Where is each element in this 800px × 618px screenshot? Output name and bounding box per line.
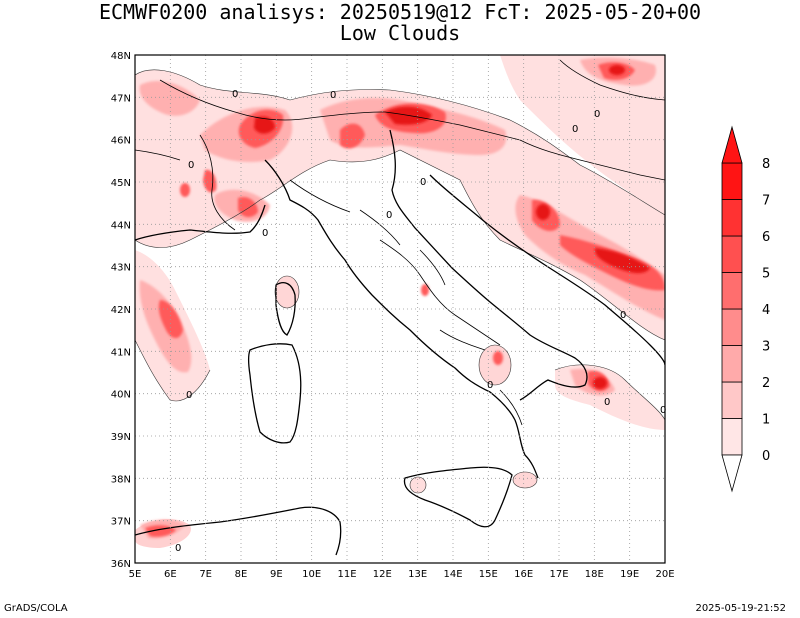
software-credit: GrADS/COLA: [4, 603, 68, 614]
lon-tick-label: 9E: [270, 569, 283, 580]
render-timestamp: 2025-05-19-21:52: [695, 603, 786, 614]
colorbar-swatch: [721, 199, 743, 237]
contour-label: 0: [420, 177, 426, 188]
lon-tick-label: 17E: [549, 569, 568, 580]
colorbar-label: 2: [762, 376, 770, 391]
lon-tick-label: 20E: [655, 569, 674, 580]
lat-tick-label: 44N: [111, 220, 131, 231]
map-figure: 0 0 0 0 0 0 0 0 0 0 0 0 0 0 5E 6E 7E 8E 9E 10…: [111, 51, 771, 580]
contour-label: 0: [175, 543, 181, 554]
colorbar-swatch: [721, 418, 743, 456]
contour-label: 0: [620, 310, 626, 321]
contour-label: 0: [186, 390, 192, 401]
lat-tick-label: 42N: [111, 305, 131, 316]
lon-tick-label: 16E: [514, 569, 533, 580]
contour-label: 0: [262, 228, 268, 239]
contour-label: 0: [330, 90, 336, 101]
colorbar-top-arrow: [721, 125, 743, 164]
contour-label: 0: [594, 109, 600, 120]
lat-tick-label: 41N: [111, 347, 131, 358]
lat-tick-label: 38N: [111, 474, 131, 485]
colorbar-label: 0: [762, 449, 770, 464]
contour-label: 0: [232, 89, 238, 100]
colorbar-swatch: [721, 308, 743, 346]
lon-tick-label: 5E: [129, 569, 142, 580]
low-cloud-field: [135, 55, 665, 548]
colorbar-label: 3: [762, 340, 770, 355]
contour-label: 0: [660, 405, 666, 416]
lon-tick-label: 14E: [443, 569, 462, 580]
lon-axis: 5E 6E 7E 8E 9E 10E 11E 12E 13E 14E 15E 16E 17E 18E 19E…: [129, 569, 675, 580]
map-subtitle: Low Clouds: [339, 21, 461, 45]
coastlines: [135, 129, 665, 556]
map-title: ECMWF0200 analisys: 20250519@12 FcT: 202…: [98, 0, 702, 24]
lon-tick-label: 19E: [620, 569, 639, 580]
colorbar-bottom-arrow: [721, 454, 743, 493]
colorbar-label: 7: [762, 194, 770, 209]
lat-tick-label: 48N: [111, 51, 131, 62]
lon-tick-label: 12E: [373, 569, 392, 580]
contour-label: 0: [572, 124, 578, 135]
contour-label: 0: [487, 380, 493, 391]
colorbar-label: 5: [762, 267, 770, 282]
contour-labels: 0 0 0 0 0 0 0 0 0 0 0 0 0 0: [175, 89, 666, 554]
lon-tick-label: 13E: [408, 569, 427, 580]
colorbar-swatch: [721, 381, 743, 419]
colorbar-label: 1: [762, 413, 770, 428]
lat-tick-label: 46N: [111, 136, 131, 147]
colorbar-label: 8: [762, 157, 770, 172]
lat-tick-label: 40N: [111, 390, 131, 401]
lat-tick-label: 39N: [111, 432, 131, 443]
lat-tick-label: 47N: [111, 93, 131, 104]
graticule: [135, 55, 665, 563]
lon-tick-label: 6E: [164, 569, 177, 580]
lon-tick-label: 10E: [302, 569, 321, 580]
colorbar-swatch: [721, 272, 743, 310]
colorbar-swatch: [721, 235, 743, 273]
colorbar-swatch: [721, 345, 743, 383]
contour-label: 0: [604, 397, 610, 408]
colorbar-swatch: [721, 162, 743, 200]
lat-tick-label: 36N: [111, 559, 131, 570]
borders: [135, 59, 665, 426]
contour-label: 0: [386, 210, 392, 221]
map-frame: [134, 54, 666, 564]
lon-tick-label: 11E: [337, 569, 356, 580]
lat-tick-label: 45N: [111, 178, 131, 189]
colorbar-label: 4: [762, 303, 770, 318]
lat-tick-label: 43N: [111, 263, 131, 274]
lon-tick-label: 8E: [235, 569, 248, 580]
contour-label: 0: [188, 160, 194, 171]
lat-tick-label: 37N: [111, 517, 131, 528]
lat-axis: 36N 37N 38N 39N 40N 41N 42N 43N 44N 45N 46N 47N 48N: [111, 51, 131, 570]
colorbar-label: 6: [762, 230, 770, 245]
lon-tick-label: 15E: [479, 569, 498, 580]
lon-tick-label: 18E: [585, 569, 604, 580]
lon-tick-label: 7E: [199, 569, 212, 580]
colorbar: 0 1 2 3 4 5 6 7 8: [721, 125, 770, 493]
